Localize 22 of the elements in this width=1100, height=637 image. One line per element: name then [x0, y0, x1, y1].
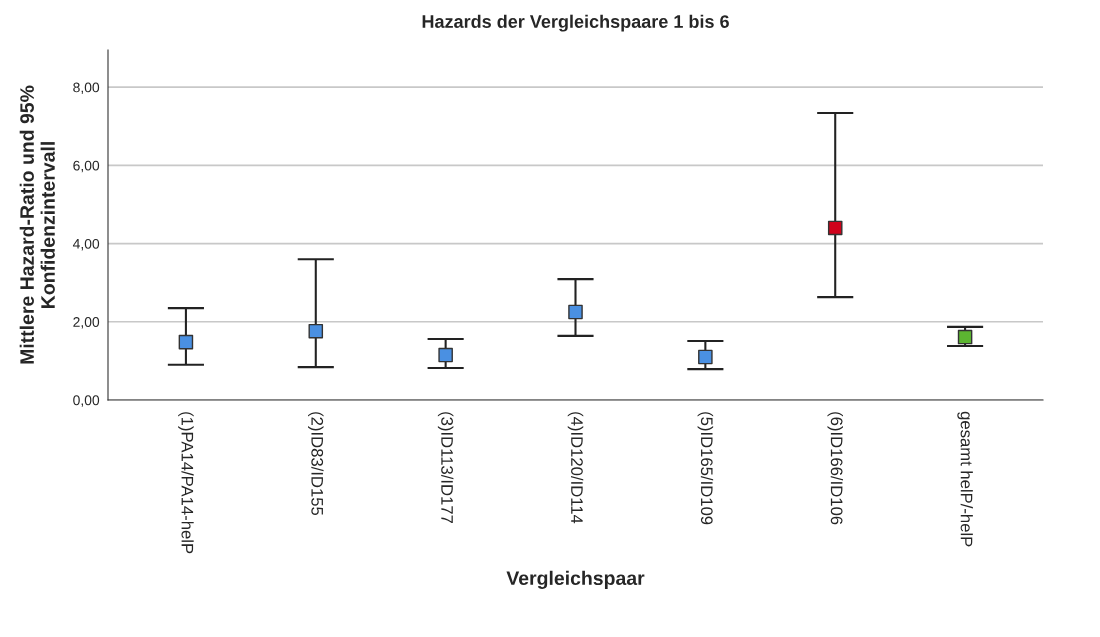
x-tick-label: (5)ID165/ID109	[697, 412, 714, 525]
point	[178, 334, 194, 350]
x-tick-label: (6)ID166/ID106	[827, 412, 843, 525]
y-tick-label: 0,00	[73, 395, 100, 407]
y-tick-label: 2,00	[73, 317, 100, 329]
point	[568, 304, 583, 320]
x-tick-label: (4)ID120/ID114	[567, 412, 584, 524]
x-tick-label: gesamt helP/-helP	[957, 411, 973, 547]
point	[957, 329, 973, 345]
y-tick-label: 8,00	[73, 82, 100, 94]
point	[698, 349, 713, 365]
chart-title: Hazards der Vergleichspaare 1 bis 6	[422, 14, 729, 32]
point	[308, 323, 324, 339]
point	[827, 220, 843, 236]
point	[438, 347, 453, 363]
y-tick-label: 6,00	[73, 160, 100, 173]
x-tick-label: (2)ID83/ID155	[308, 412, 324, 516]
y-axis-title: Mittlere Hazard-Ratio und 95% Konfidenzintervall	[19, 85, 55, 364]
x-axis-title: Vergleichspaar	[506, 570, 645, 589]
x-tick-label: (1)PA14/PA14-helP	[178, 412, 194, 554]
x-tick-label: (3)ID113/ID177	[437, 412, 454, 523]
y-tick-label: 4,00	[72, 238, 100, 251]
